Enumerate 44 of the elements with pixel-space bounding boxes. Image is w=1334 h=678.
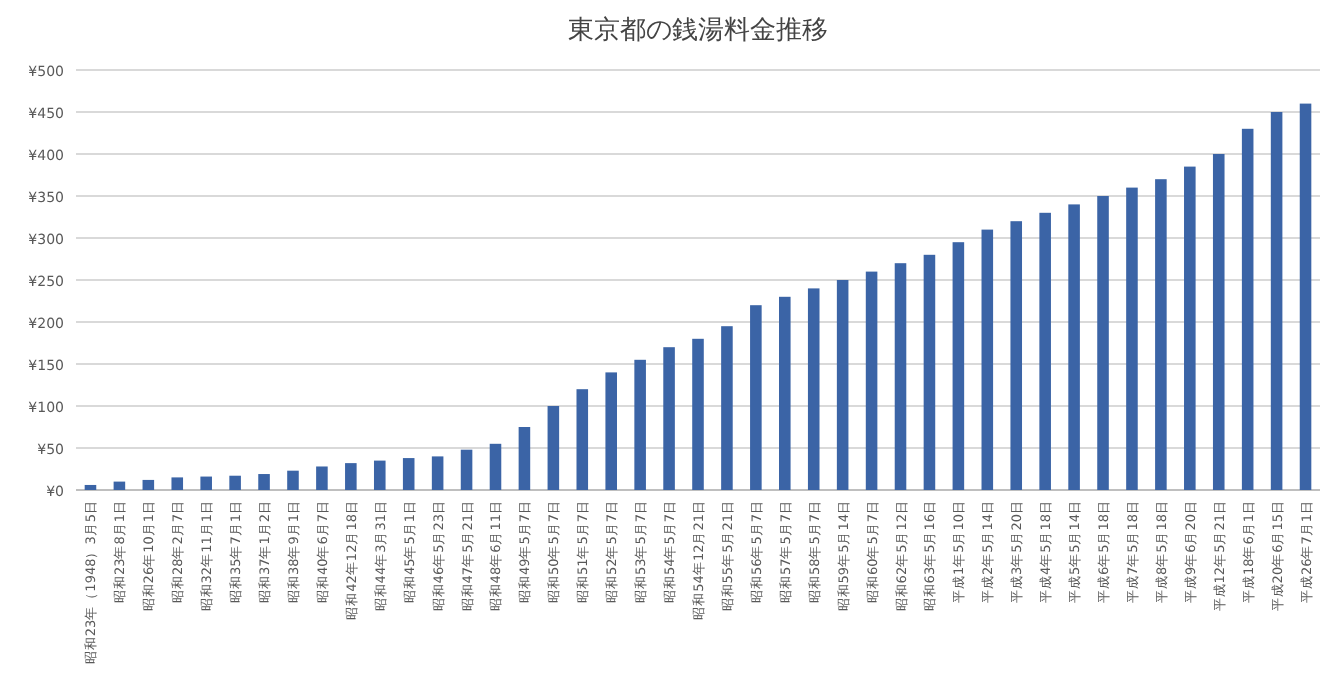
bar (316, 466, 328, 490)
bar (865, 271, 878, 490)
bar (605, 372, 617, 490)
bar (1126, 187, 1138, 490)
bar (1068, 204, 1080, 490)
bar (692, 338, 704, 490)
bar (576, 389, 589, 490)
bar (750, 305, 762, 490)
bar (142, 479, 155, 490)
bar (836, 280, 849, 490)
bar (981, 229, 994, 490)
bar (84, 484, 97, 490)
bar (663, 347, 675, 490)
bar (1270, 112, 1283, 490)
bar (894, 263, 907, 490)
bar (1299, 103, 1312, 490)
bar (258, 474, 270, 490)
chart-title: 東京都の銭湯料金推移 (568, 16, 828, 46)
bar (431, 456, 444, 490)
bar (547, 406, 560, 490)
bar (373, 460, 386, 490)
bar (634, 359, 646, 490)
bar (229, 475, 241, 490)
bar (923, 254, 936, 490)
bar (345, 463, 357, 490)
bar (1010, 221, 1023, 490)
bar (1212, 154, 1225, 490)
bar (1184, 166, 1196, 490)
bar (1155, 179, 1167, 490)
bar (402, 458, 415, 490)
bar (952, 242, 965, 490)
bar (721, 326, 733, 490)
bar (779, 296, 791, 490)
bar (287, 470, 299, 490)
bar (200, 476, 212, 490)
bar (518, 427, 531, 490)
bar (171, 477, 184, 490)
bar (113, 481, 126, 490)
bar (1039, 212, 1051, 490)
bar (489, 443, 502, 490)
bar (1097, 196, 1109, 490)
bar (1241, 128, 1254, 490)
bar (807, 288, 820, 490)
bar (460, 449, 473, 490)
